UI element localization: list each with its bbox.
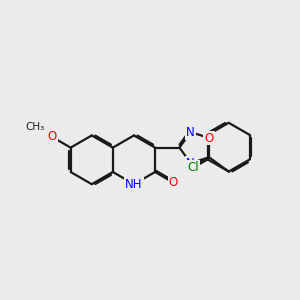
Text: O: O xyxy=(169,176,178,189)
Text: N: N xyxy=(186,126,195,139)
Text: N: N xyxy=(186,157,195,170)
Text: O: O xyxy=(204,131,214,145)
Text: Cl: Cl xyxy=(188,161,199,174)
Text: CH₃: CH₃ xyxy=(26,122,45,132)
Text: NH: NH xyxy=(125,178,143,191)
Text: O: O xyxy=(47,130,57,143)
